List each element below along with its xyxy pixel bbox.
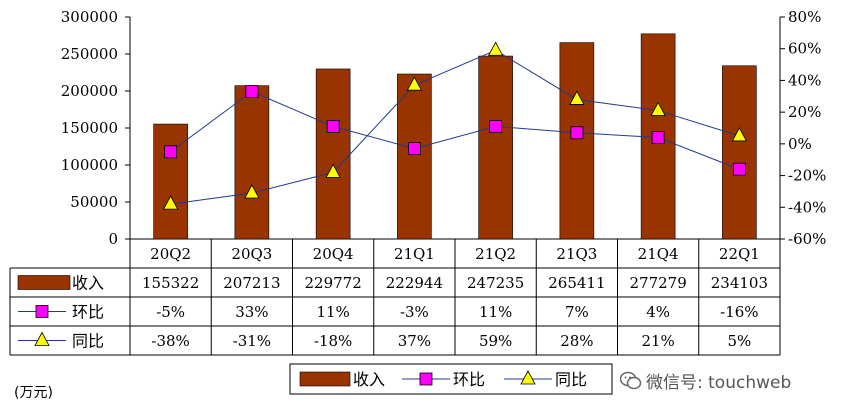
data-label: 11% [316, 303, 349, 321]
row-label-revenue: 收入 [72, 274, 104, 293]
row-key-mom [35, 305, 49, 318]
data-label: -16% [720, 303, 758, 321]
y-left-tick-label: 100000 [61, 156, 118, 174]
y-left-tick-label: 0 [108, 230, 118, 248]
y-right-tick-label: 0% [788, 135, 812, 153]
chart-axes [125, 16, 785, 240]
legend-label-revenue: 收入 [353, 370, 385, 389]
y-left-tick-label: 250000 [61, 45, 118, 63]
x-tick-label: 21Q4 [638, 245, 679, 263]
data-label: 277279 [629, 274, 686, 292]
point-yoy [244, 184, 260, 199]
point-yoy [325, 163, 341, 178]
point-yoy [406, 76, 423, 91]
y-right-tick-label: 20% [788, 103, 821, 121]
y-right-tick-label: -20% [788, 167, 826, 185]
point-yoy [650, 101, 666, 116]
legend-key-mom [419, 372, 433, 386]
data-label: -3% [400, 303, 429, 321]
y-right-tick-label: 60% [788, 40, 821, 58]
x-tick-label: 21Q3 [556, 245, 597, 263]
data-label: 222944 [386, 274, 443, 292]
point-mom [326, 120, 340, 133]
data-label: 28% [560, 332, 593, 350]
point-mom [407, 142, 421, 156]
data-label: -31% [233, 332, 271, 350]
y-right-tick-label: -60% [788, 230, 826, 248]
data-label: -18% [314, 332, 352, 350]
row-key-revenue [17, 275, 71, 290]
x-tick-label: 20Q3 [231, 245, 272, 263]
row-label-yoy: 同比 [72, 332, 104, 351]
data-label: 21% [641, 332, 674, 350]
y-left-tick-label: 300000 [61, 8, 118, 26]
data-label: 265411 [548, 274, 605, 292]
x-tick-label: 21Q2 [475, 245, 516, 263]
y-left-tick-label: 50000 [70, 193, 118, 211]
y-right-tick-label: 40% [788, 71, 821, 89]
x-tick-label: 20Q2 [150, 245, 191, 263]
data-label: 11% [479, 303, 512, 321]
legend: 收入 环比 同比 [289, 363, 613, 395]
legend-label-yoy: 同比 [555, 370, 587, 389]
bar-revenue [397, 73, 432, 240]
data-label: 207213 [223, 274, 280, 292]
wechat-icon [619, 371, 642, 391]
point-mom [245, 85, 259, 98]
data-label: 234103 [711, 274, 768, 292]
data-label: 7% [565, 303, 589, 321]
data-label: 4% [646, 303, 670, 321]
y-right-tick-label: -40% [788, 198, 826, 216]
line-mom [170, 90, 740, 170]
x-tick-label: 22Q1 [719, 245, 760, 263]
data-label: 247235 [467, 274, 524, 292]
data-label: -5% [156, 303, 185, 321]
bar-revenue [559, 42, 595, 240]
data-label: 59% [479, 332, 512, 350]
data-label: 37% [398, 332, 431, 350]
point-mom [570, 126, 584, 140]
bar-series-revenue [153, 33, 757, 240]
data-label: 33% [235, 303, 268, 321]
axis-tick-labels: 0 50000 100000 150000 200000 250000 300000 -60%… [61, 8, 827, 248]
bar-revenue [153, 123, 188, 240]
line-yoy [170, 49, 740, 205]
point-mom [732, 162, 746, 176]
point-yoy [731, 127, 748, 142]
point-mom [489, 120, 503, 133]
data-label: -38% [151, 332, 189, 350]
point-mom [164, 145, 178, 159]
y-left-tick-label: 200000 [61, 82, 118, 100]
point-mom [651, 131, 665, 144]
data-label: 5% [727, 332, 751, 350]
point-yoy [569, 90, 585, 105]
legend-key-yoy [520, 370, 536, 385]
watermark: 微信号: touchweb [619, 368, 792, 393]
data-label: 229772 [304, 274, 361, 292]
point-yoy [162, 195, 179, 210]
point-yoy [487, 41, 504, 56]
bar-revenue [478, 55, 513, 240]
row-key-yoy [34, 331, 50, 346]
row-label-mom: 环比 [72, 303, 104, 322]
bar-revenue [234, 85, 270, 240]
bar-revenue [722, 65, 757, 240]
legend-label-mom: 环比 [453, 370, 485, 389]
bar-revenue [315, 68, 351, 240]
unit-label: (万元) [14, 385, 53, 401]
legend-key-revenue [299, 371, 351, 387]
data-label: 155322 [142, 274, 199, 292]
x-tick-label: 20Q4 [313, 245, 354, 263]
line-series [162, 41, 748, 210]
y-right-tick-label: 80% [788, 8, 821, 26]
y-left-tick-label: 150000 [61, 119, 118, 137]
watermark-text: 微信号: touchweb [646, 373, 792, 393]
x-tick-label: 21Q1 [394, 245, 435, 263]
